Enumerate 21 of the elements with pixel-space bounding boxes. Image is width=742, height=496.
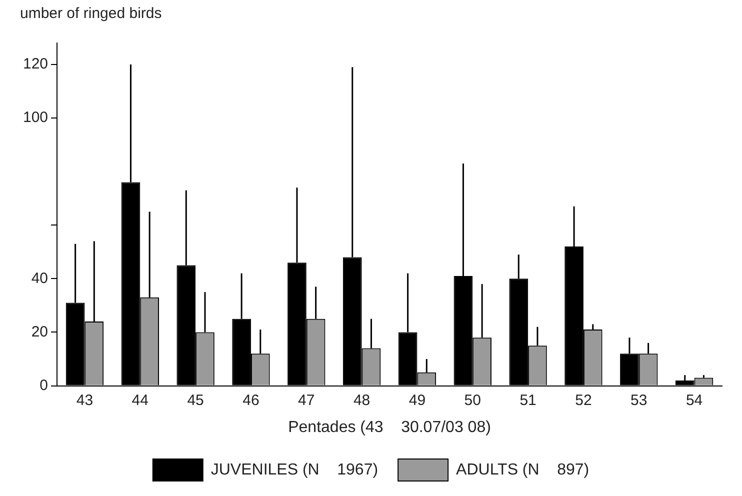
x-tick-label: 48 bbox=[353, 392, 370, 409]
y-tick-label: 20 bbox=[31, 323, 48, 340]
y-tick-label: 100 bbox=[22, 109, 48, 126]
x-tick-label: 45 bbox=[187, 392, 204, 409]
x-tick-label: 46 bbox=[242, 392, 260, 409]
chart-title: umber of ringed birds bbox=[20, 5, 162, 22]
y-tick-label: 120 bbox=[22, 56, 48, 73]
legend-label: JUVENILES (N 1967) bbox=[210, 461, 378, 478]
x-tick-label: 54 bbox=[686, 392, 703, 409]
x-tick-label: 43 bbox=[76, 392, 94, 409]
x-axis-title: Pentades (43 30.07/03 08) bbox=[288, 418, 491, 436]
x-tick-label: 53 bbox=[630, 392, 648, 409]
legend-label: ADULTS (N 897) bbox=[456, 461, 590, 478]
x-tick-label: 44 bbox=[132, 392, 148, 409]
y-tick-label: 40 bbox=[31, 270, 48, 287]
x-tick-label: 49 bbox=[408, 392, 426, 409]
x-tick-label: 52 bbox=[575, 392, 592, 409]
y-tick-label: 0 bbox=[40, 376, 48, 394]
x-tick-label: 47 bbox=[298, 392, 315, 409]
x-tick-label: 51 bbox=[520, 392, 536, 409]
x-tick-label: 50 bbox=[464, 392, 481, 409]
